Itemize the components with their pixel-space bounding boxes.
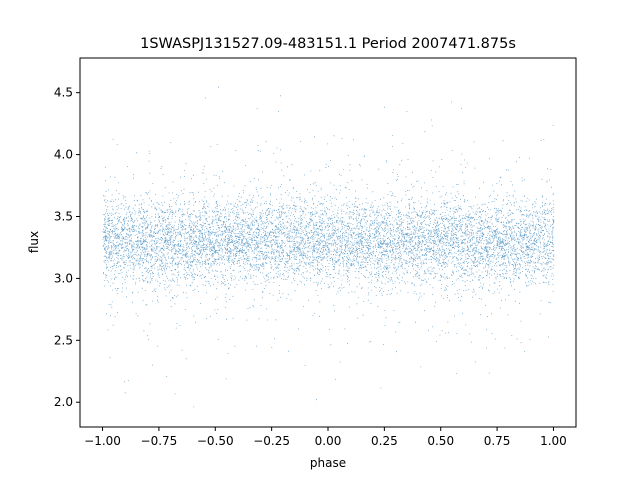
chart-title: 1SWASPJ131527.09-483151.1 Period 2007471…	[140, 36, 516, 52]
y-tick-label: 4.5	[54, 86, 73, 100]
y-tick-label: 3.0	[54, 271, 73, 285]
x-axis-label: phase	[310, 456, 346, 470]
data-point-cloud	[102, 86, 555, 408]
data-points	[102, 86, 555, 408]
x-tick-label: 0.75	[484, 434, 511, 448]
y-tick-label: 2.5	[54, 333, 73, 347]
x-tick-label: −1.00	[84, 434, 121, 448]
y-axis: 2.0 2.5 3.0 3.5 4.0 4.5	[54, 86, 80, 409]
x-tick-label: −0.25	[253, 434, 290, 448]
x-tick-label: 0.50	[427, 434, 454, 448]
x-axis: −1.00 −0.75 −0.50 −0.25 0.00 0.25 0.50 0.75 1.00	[84, 427, 567, 448]
x-tick-label: 1.00	[540, 434, 567, 448]
x-tick-label: 0.25	[371, 434, 398, 448]
y-tick-label: 3.5	[54, 209, 73, 223]
y-tick-label: 4.0	[54, 148, 73, 162]
x-tick-label: −0.75	[141, 434, 178, 448]
x-tick-label: −0.50	[197, 434, 234, 448]
y-tick-label: 2.0	[54, 395, 73, 409]
x-tick-label: 0.00	[315, 434, 342, 448]
y-axis-label: flux	[27, 231, 41, 253]
